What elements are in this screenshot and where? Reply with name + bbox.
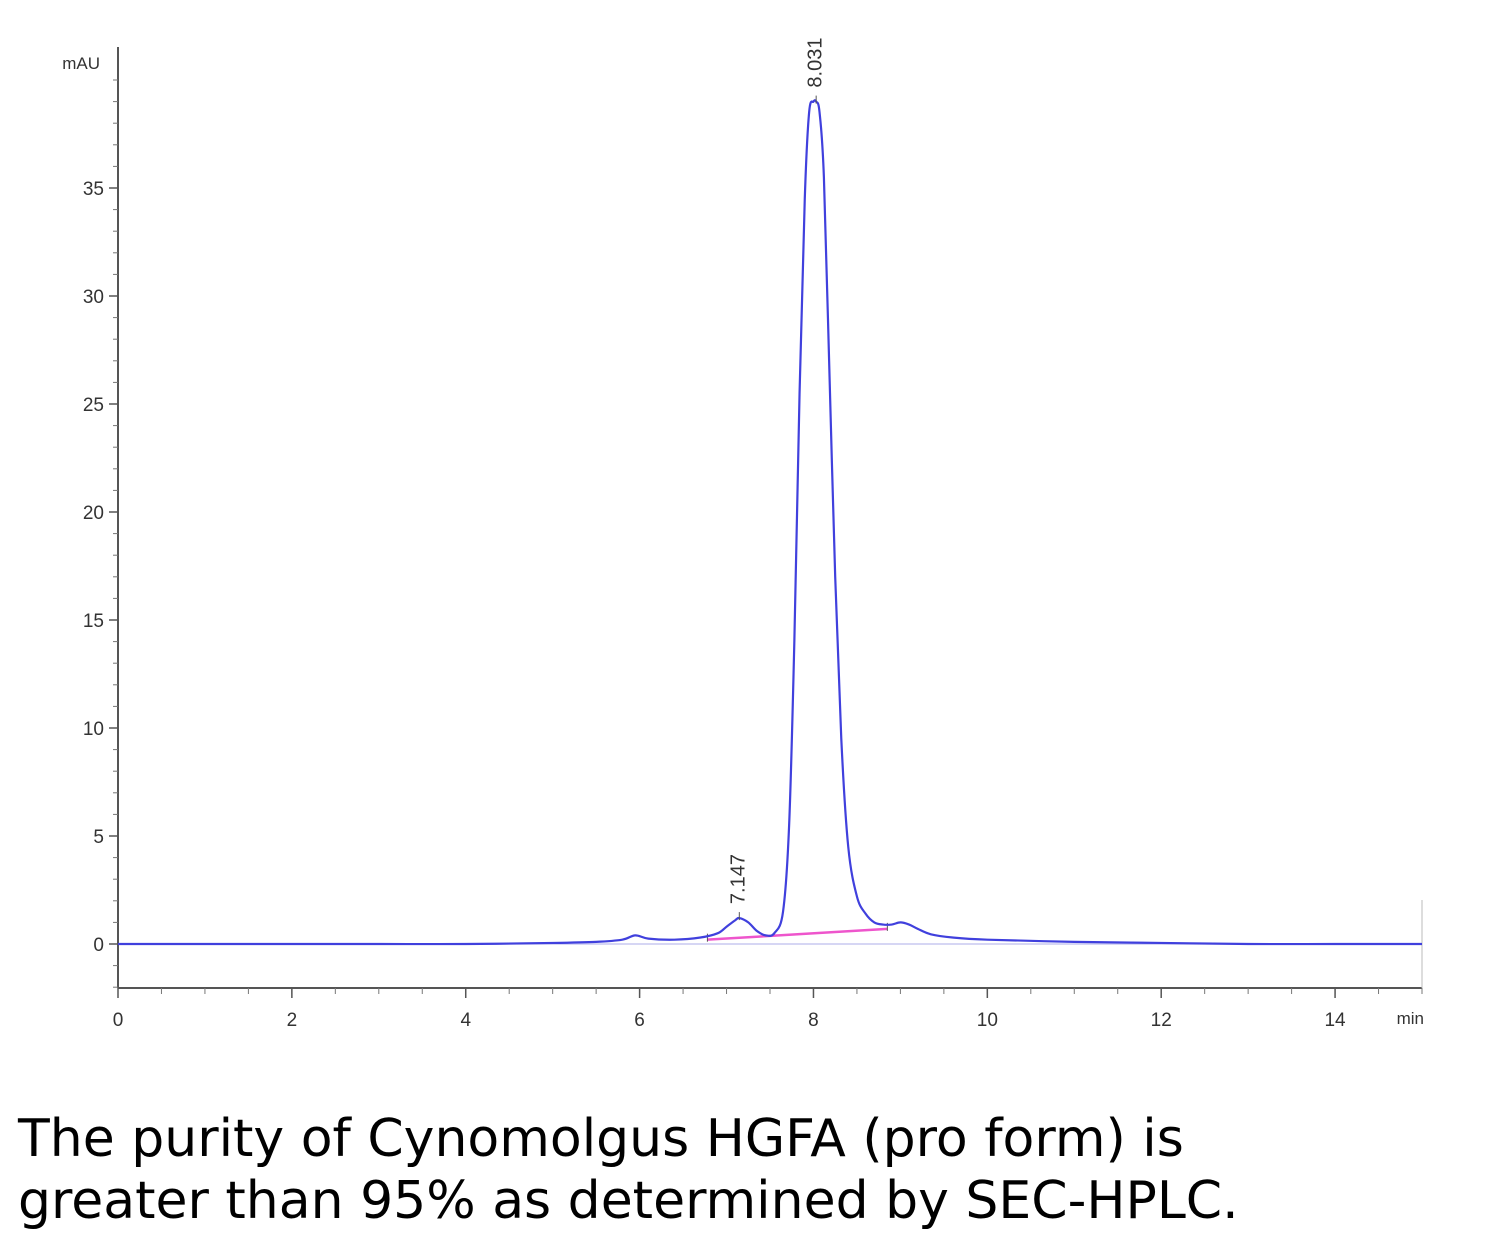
x-tick-label: 10 xyxy=(977,1010,998,1031)
peak-retention-time-label: 7.147 xyxy=(728,854,750,904)
x-tick-label: 2 xyxy=(287,1010,298,1031)
x-tick-label: 12 xyxy=(1151,1010,1172,1031)
x-tick-label: 4 xyxy=(460,1010,471,1031)
y-tick-label: 15 xyxy=(83,611,104,632)
series-layer xyxy=(118,99,1422,946)
axes xyxy=(117,47,1423,989)
y-tick-label: 20 xyxy=(83,503,104,524)
annotation-layer: 7.147 8.031 xyxy=(728,38,826,921)
y-tick-label: 5 xyxy=(93,827,104,848)
y-tick-label: 10 xyxy=(83,719,104,740)
y-tick-label: 30 xyxy=(83,287,104,308)
integration-baseline xyxy=(707,927,888,941)
chromatogram-svg: 0 5 10 15 20 25 30 35 0 2 4 6 8 10 12 14 7.147 8.031 mA… xyxy=(62,38,1424,1031)
caption-line-2: greater than 95% as determined by SEC-HP… xyxy=(18,1171,1239,1231)
x-tick-label: 0 xyxy=(113,1010,124,1031)
x-ticks: 0 2 4 6 8 10 12 14 xyxy=(113,988,1423,1031)
y-tick-label: 35 xyxy=(83,179,104,200)
y-tick-label: 0 xyxy=(93,935,104,956)
y-ticks: 0 5 10 15 20 25 30 35 xyxy=(83,79,118,988)
x-tick-label: 8 xyxy=(808,1010,819,1031)
peak-retention-time-label: 8.031 xyxy=(804,38,826,88)
x-tick-label: 6 xyxy=(634,1010,645,1031)
caption: The purity of Cynomolgus HGFA (pro form)… xyxy=(18,1108,1478,1232)
y-tick-label: 25 xyxy=(83,395,104,416)
x-axis-unit-label: min xyxy=(1397,1009,1424,1028)
x-tick-label: 14 xyxy=(1324,1010,1346,1031)
caption-line-1: The purity of Cynomolgus HGFA (pro form)… xyxy=(18,1109,1184,1169)
chromatogram-chart: 0 5 10 15 20 25 30 35 0 2 4 6 8 10 12 14 7.147 8.031 mA… xyxy=(62,38,1424,1031)
y-axis-unit-label: mAU xyxy=(62,54,100,73)
chromatogram-trace xyxy=(118,99,1422,946)
